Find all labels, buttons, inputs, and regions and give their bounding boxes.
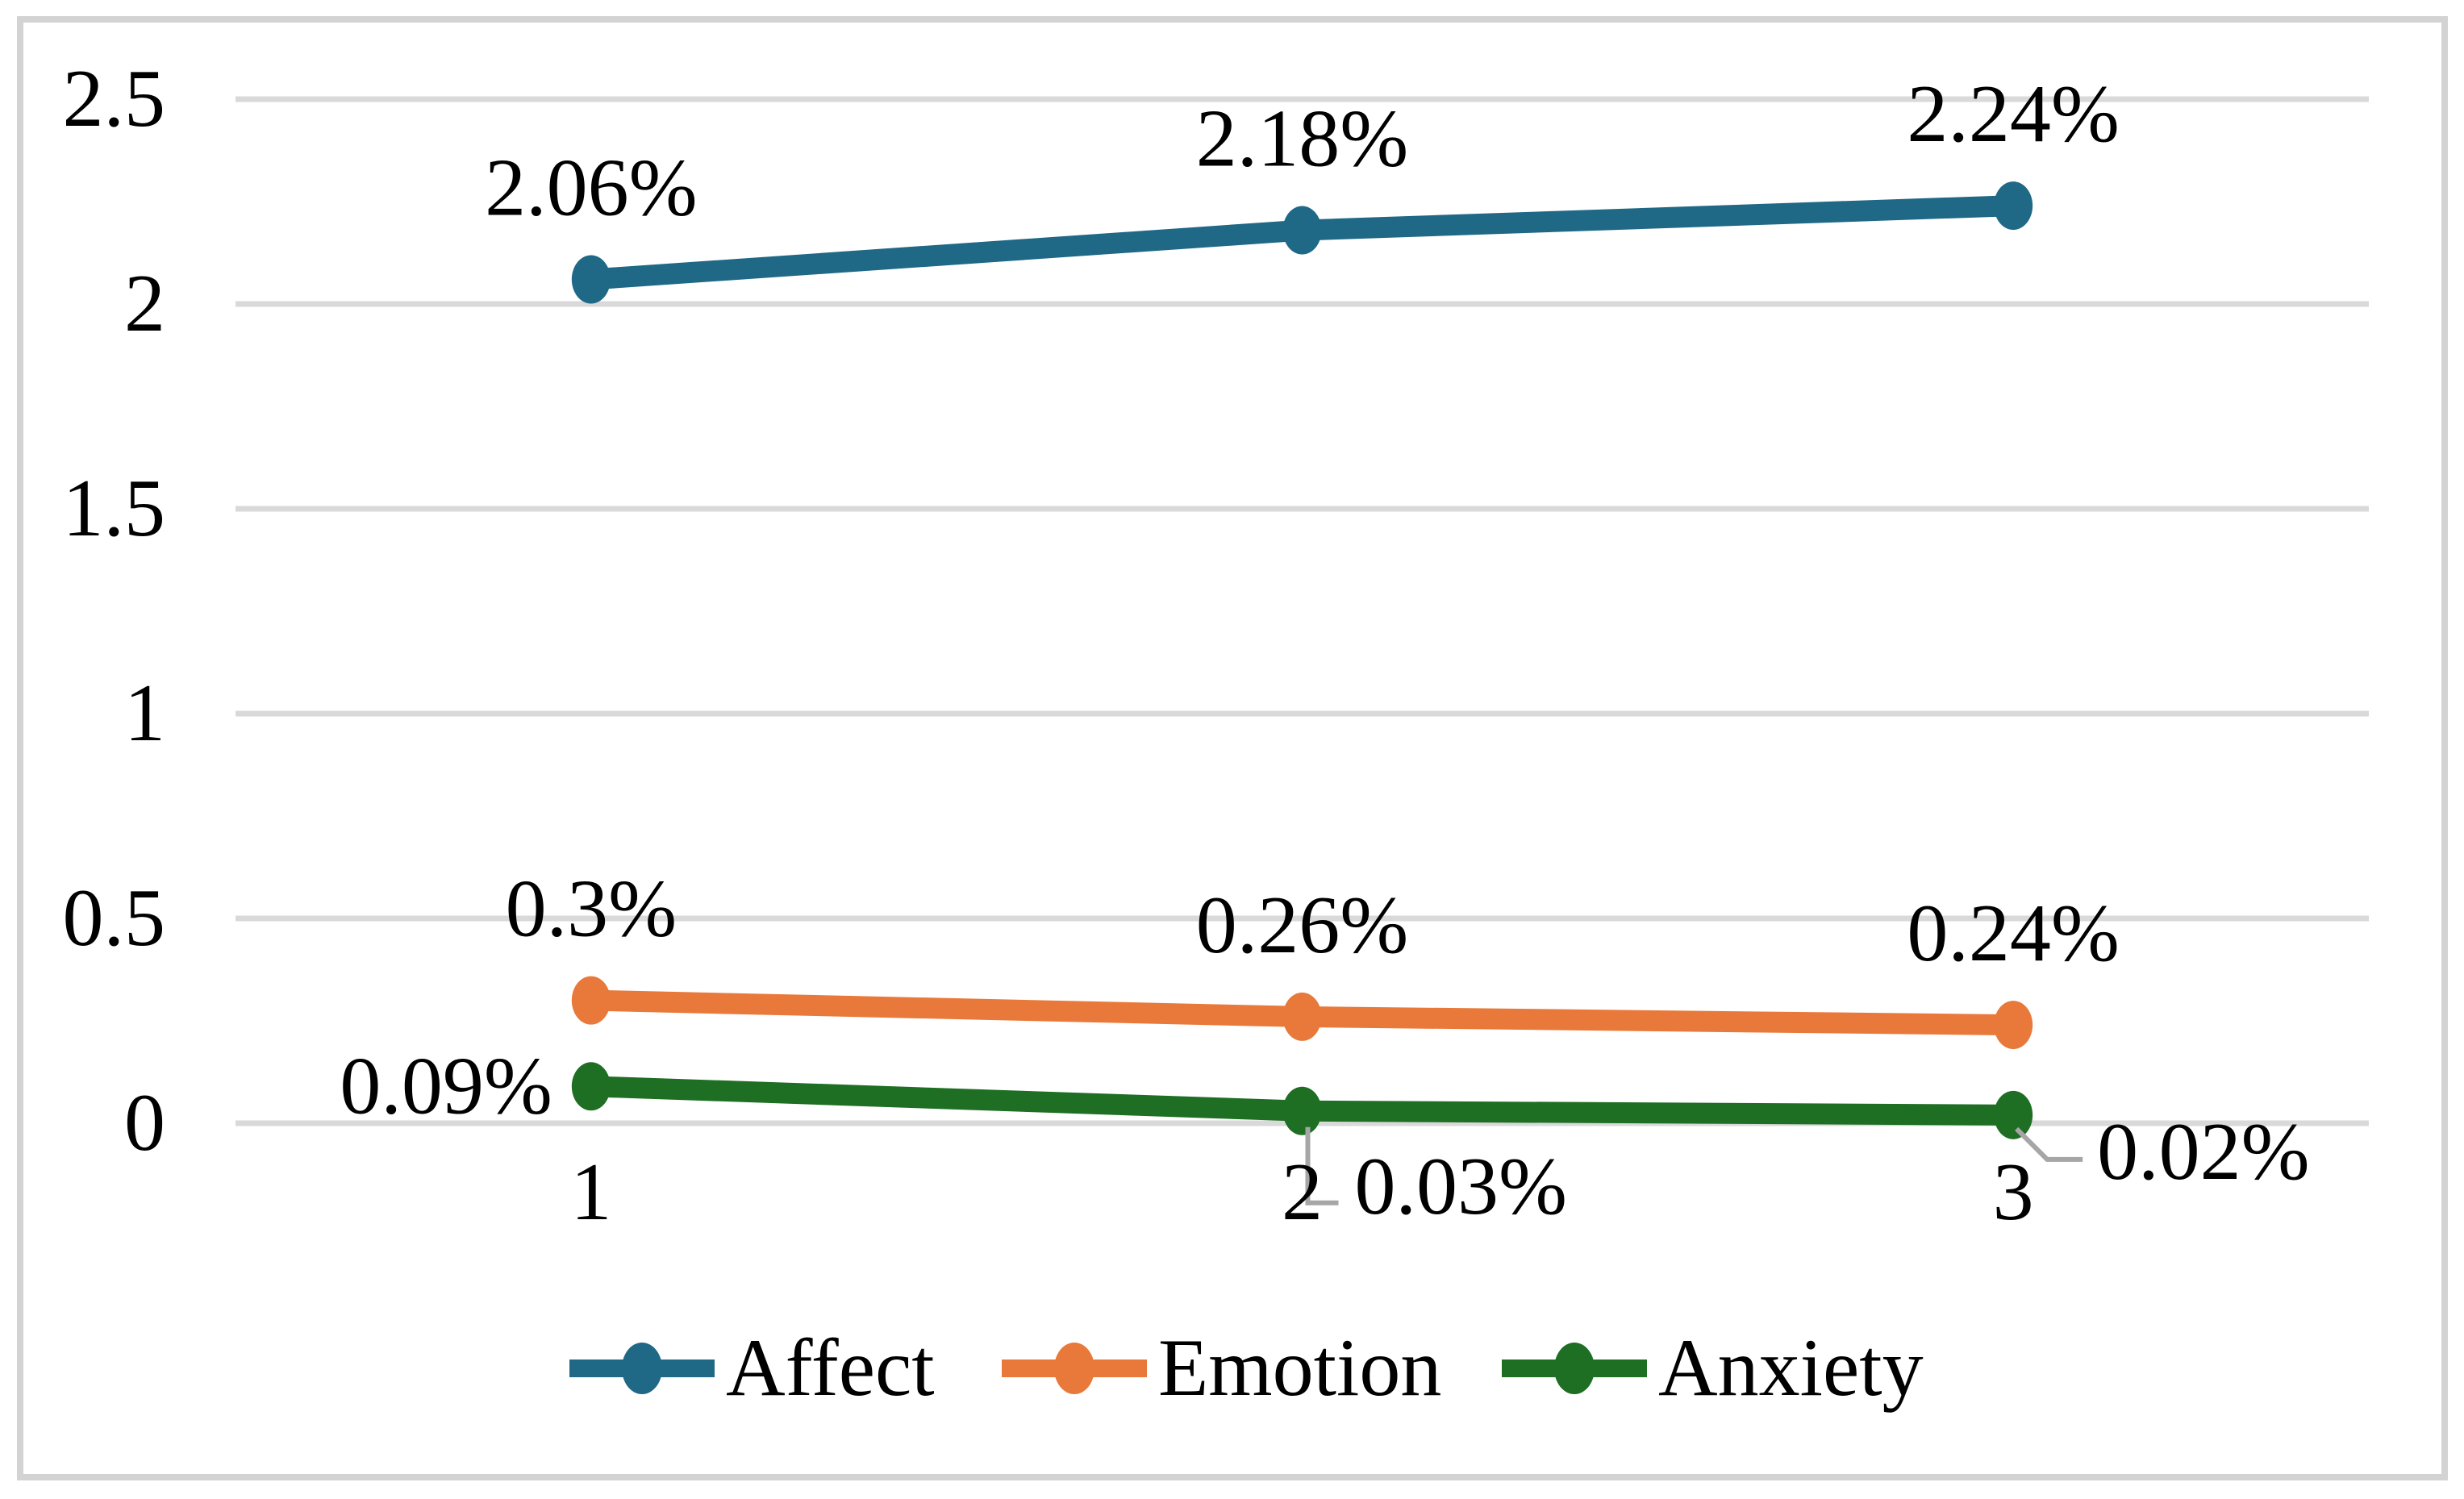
callout-leaders-layer	[1305, 1126, 2083, 1205]
data-point-anxiety-2	[1282, 1086, 1322, 1135]
data-labels-layer: 2.06% 2.18% 2.24% 0.3% 0.26% 0.24% 0.09% 0.03% 0…	[340, 69, 2309, 1232]
data-label-anxiety-1: 0.09%	[340, 1040, 552, 1131]
legend-item-affect: Affect	[569, 1322, 935, 1414]
callout-leader-line	[1305, 1126, 1339, 1205]
data-point-affect-1	[571, 255, 611, 304]
y-tick-label-2: 2	[124, 258, 165, 349]
legend-item-emotion: Emotion	[1002, 1322, 1441, 1414]
data-point-affect-3	[1994, 181, 2033, 231]
legend-layer: Affect Emotion Anxiety	[569, 1322, 1924, 1414]
legend-label-anxiety: Anxiety	[1658, 1322, 1924, 1414]
legend-dot-marker-icon	[622, 1343, 662, 1394]
axis-labels-layer: 0 0.5 1 1.5 2 2.5 1 2 3	[63, 53, 2034, 1238]
data-label-affect-3: 2.24%	[1907, 69, 2119, 160]
data-point-emotion-2	[1282, 992, 1322, 1041]
data-label-anxiety-3: 0.02%	[2097, 1106, 2309, 1197]
legend-item-anxiety: Anxiety	[1502, 1322, 1924, 1414]
y-tick-label-1.5: 1.5	[63, 463, 166, 554]
y-tick-label-1: 1	[124, 668, 165, 759]
data-point-emotion-1	[571, 976, 611, 1025]
data-label-affect-2: 2.18%	[1196, 94, 1408, 185]
y-tick-label-2.5: 2.5	[63, 53, 166, 144]
y-tick-label-0: 0	[124, 1077, 165, 1168]
chart-border-layer	[17, 16, 2448, 1480]
data-label-anxiety-2: 0.03%	[1355, 1141, 1567, 1232]
legend-label-emotion: Emotion	[1158, 1322, 1441, 1414]
data-label-emotion-2: 0.26%	[1196, 880, 1408, 971]
series-layer	[571, 181, 2033, 1139]
x-tick-label-1: 1	[570, 1147, 611, 1238]
data-point-anxiety-3	[1994, 1090, 2033, 1139]
legend-dot-marker-icon	[1554, 1343, 1595, 1394]
data-label-emotion-3: 0.24%	[1907, 888, 2119, 979]
x-tick-label-2: 2	[1282, 1147, 1323, 1238]
x-tick-label-3: 3	[1993, 1147, 2034, 1238]
legend-label-affect: Affect	[726, 1322, 935, 1414]
y-tick-label-0.5: 0.5	[63, 872, 166, 964]
data-label-emotion-1: 0.3%	[506, 864, 677, 955]
callout-leader-line	[2015, 1126, 2083, 1162]
data-label-affect-1: 2.06%	[485, 143, 697, 234]
chart-outer-border	[17, 16, 2448, 1480]
data-point-emotion-3	[1994, 1001, 2033, 1050]
data-point-affect-2	[1282, 206, 1322, 255]
data-point-anxiety-1	[571, 1062, 611, 1111]
legend-dot-marker-icon	[1054, 1343, 1094, 1394]
